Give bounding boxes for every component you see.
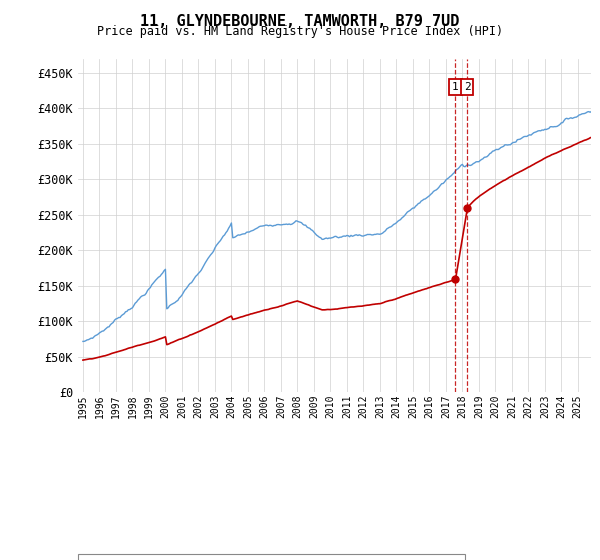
Text: 11, GLYNDEBOURNE, TAMWORTH, B79 7UD: 11, GLYNDEBOURNE, TAMWORTH, B79 7UD	[140, 14, 460, 29]
Text: 1: 1	[452, 82, 459, 92]
Text: Price paid vs. HM Land Registry's House Price Index (HPI): Price paid vs. HM Land Registry's House …	[97, 25, 503, 38]
Legend: 11, GLYNDEBOURNE, TAMWORTH, B79 7UD (detached house), HPI: Average price, detach: 11, GLYNDEBOURNE, TAMWORTH, B79 7UD (det…	[78, 554, 465, 560]
Text: 2: 2	[464, 82, 470, 92]
